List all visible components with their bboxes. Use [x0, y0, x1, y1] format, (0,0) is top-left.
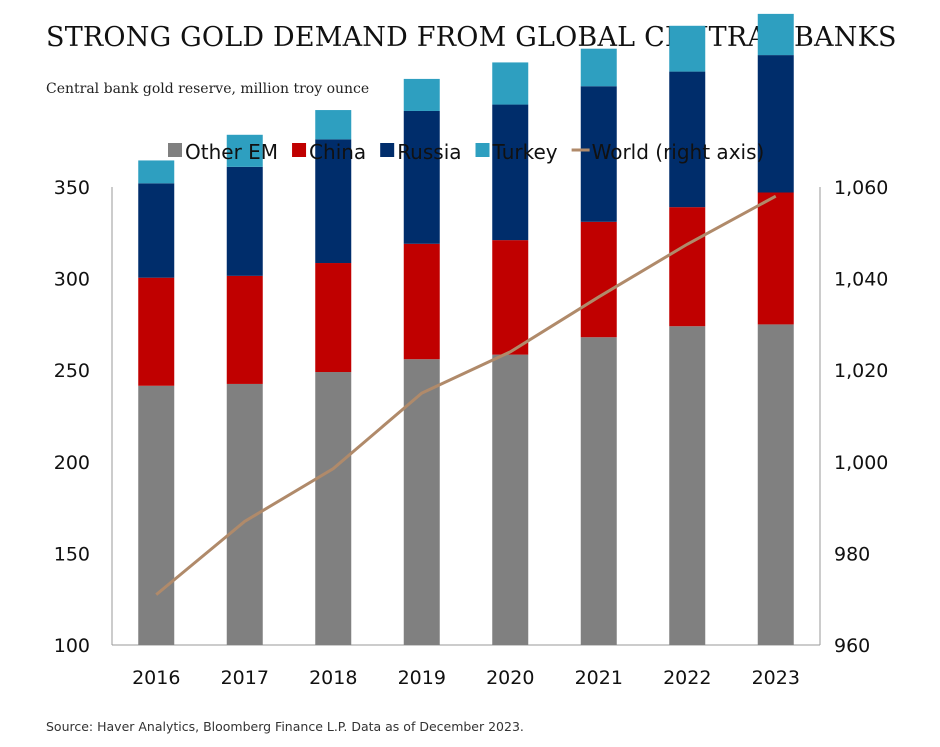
chart-subtitle: Central bank gold reserve, million troy …	[46, 81, 370, 97]
bar-turkey	[315, 110, 352, 140]
right-tick-label: 1,060	[834, 177, 888, 199]
legend-label: Other EM	[185, 140, 278, 164]
chart-title: STRONG GOLD DEMAND FROM GLOBAL CENTRAL B…	[46, 22, 897, 53]
bar-turkey	[226, 134, 263, 167]
bar-russia	[757, 55, 794, 193]
bar-russia	[669, 71, 706, 208]
right-tick-label: 1,040	[834, 269, 888, 291]
bar-china	[226, 275, 263, 384]
bar-other-em	[757, 324, 794, 645]
left-tick-label: 100	[54, 635, 90, 657]
x-tick-label: 2018	[309, 667, 357, 689]
bar-china	[315, 263, 352, 373]
legend-label: China	[309, 140, 366, 164]
legend-swatch-other-em	[168, 143, 182, 157]
bar-other-em	[403, 359, 440, 645]
bar-other-em	[492, 354, 529, 645]
bar-other-em	[580, 337, 617, 645]
legend-swatch-turkey	[475, 143, 490, 157]
x-tick-label: 2021	[575, 667, 623, 689]
legend-swatch-russia	[380, 143, 395, 157]
x-tick-label: 2023	[752, 667, 800, 689]
x-tick-label: 2016	[132, 667, 180, 689]
bar-turkey	[403, 78, 440, 111]
source-note: Source: Haver Analytics, Bloomberg Finan…	[46, 719, 524, 734]
left-tick-label: 250	[54, 360, 90, 382]
x-tick-label: 2022	[663, 667, 711, 689]
bar-china	[757, 192, 794, 325]
bar-china	[492, 240, 529, 355]
bar-russia	[492, 104, 529, 241]
legend-label: World (right axis)	[592, 140, 765, 164]
bar-russia	[580, 86, 617, 222]
bar-turkey	[580, 48, 617, 87]
bar-china	[580, 221, 617, 338]
legend-label: Turkey	[492, 140, 558, 164]
legend-swatch-china	[292, 143, 307, 157]
x-tick-label: 2019	[398, 667, 446, 689]
bar-turkey	[757, 13, 794, 56]
right-tick-label: 980	[834, 543, 870, 565]
bar-turkey	[669, 25, 706, 72]
bar-russia	[315, 139, 352, 264]
right-tick-label: 1,000	[834, 452, 888, 474]
right-tick-label: 960	[834, 635, 870, 657]
x-tick-label: 2017	[221, 667, 269, 689]
bar-china	[138, 277, 175, 386]
bar-other-em	[138, 385, 175, 645]
left-tick-label: 200	[54, 452, 90, 474]
world-line	[155, 194, 777, 596]
bar-russia	[138, 183, 175, 278]
bar-other-em	[315, 372, 352, 645]
x-tick-label: 2020	[486, 667, 534, 689]
bar-china	[403, 243, 440, 360]
right-tick-label: 1,020	[834, 360, 888, 382]
bar-china	[669, 207, 706, 327]
left-tick-label: 150	[54, 543, 90, 565]
bar-turkey	[492, 62, 529, 105]
legend-label: Russia	[397, 140, 461, 164]
bar-russia	[403, 110, 440, 244]
bar-turkey	[138, 160, 175, 184]
left-tick-label: 300	[54, 269, 90, 291]
bar-russia	[226, 166, 263, 276]
left-tick-label: 350	[54, 177, 90, 199]
bar-other-em	[669, 326, 706, 645]
